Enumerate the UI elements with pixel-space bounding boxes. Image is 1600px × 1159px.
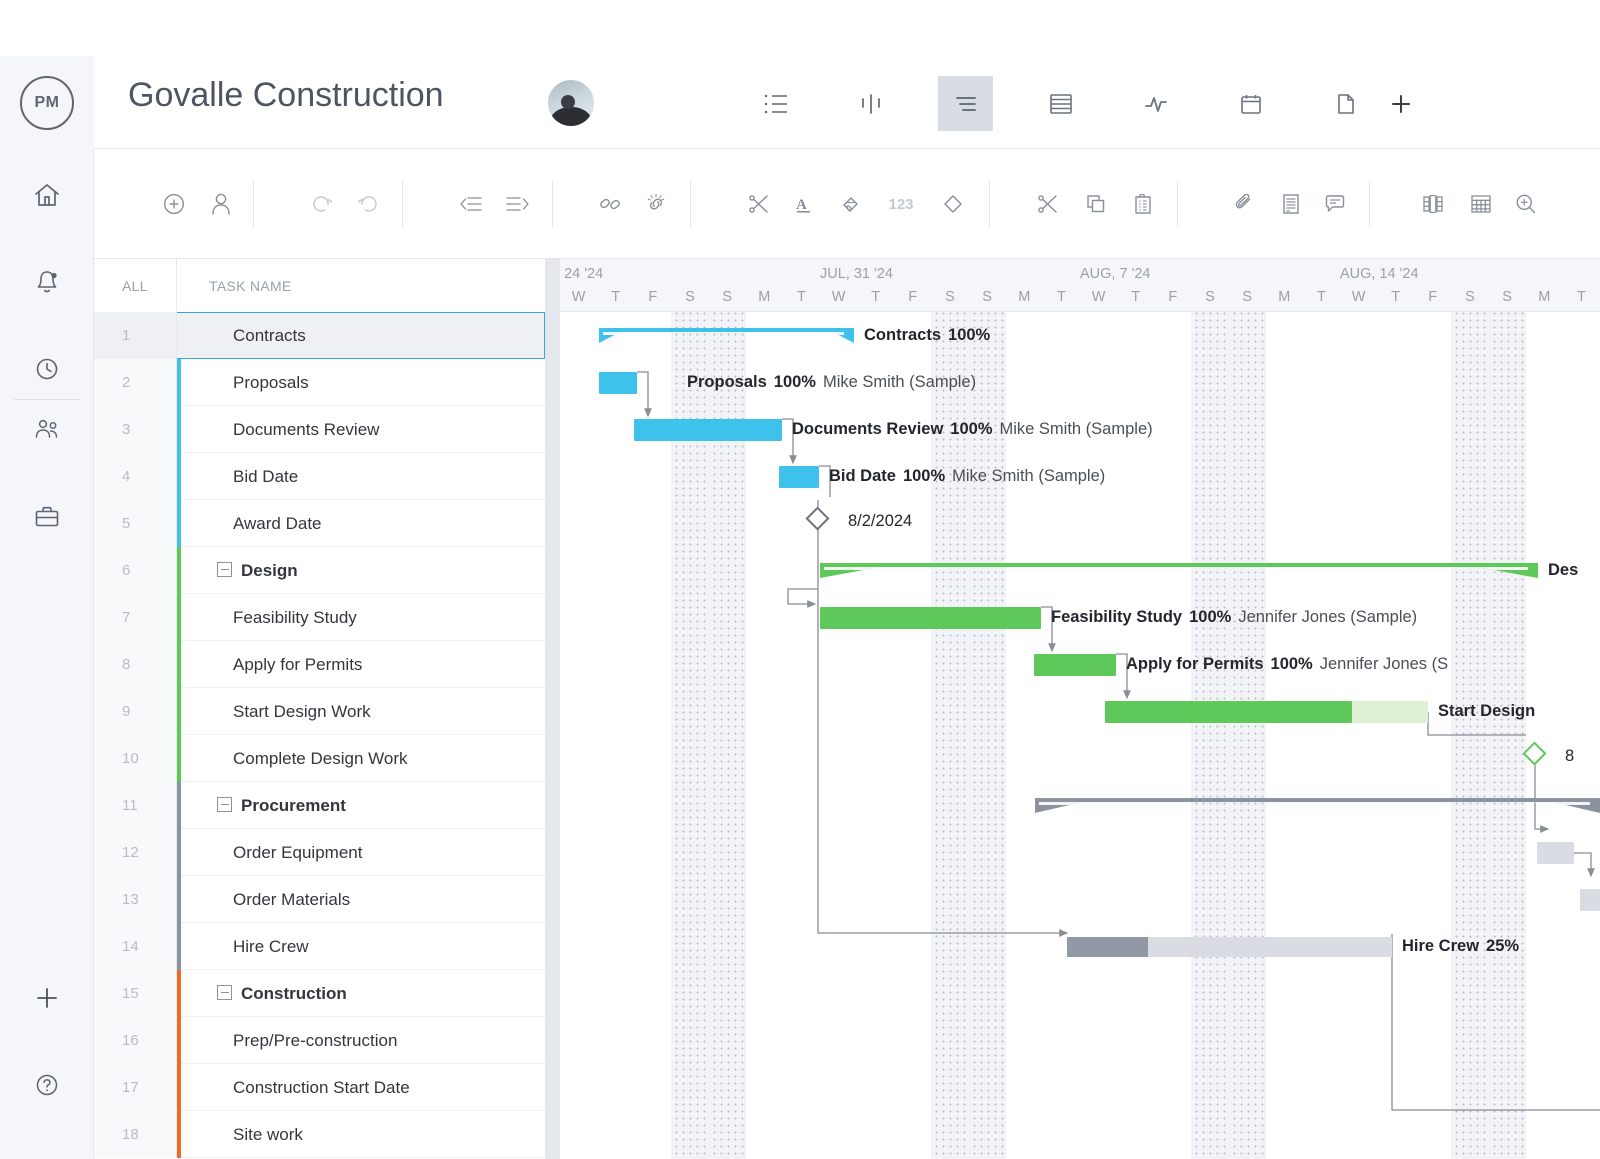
svg-text:A: A xyxy=(796,197,807,213)
